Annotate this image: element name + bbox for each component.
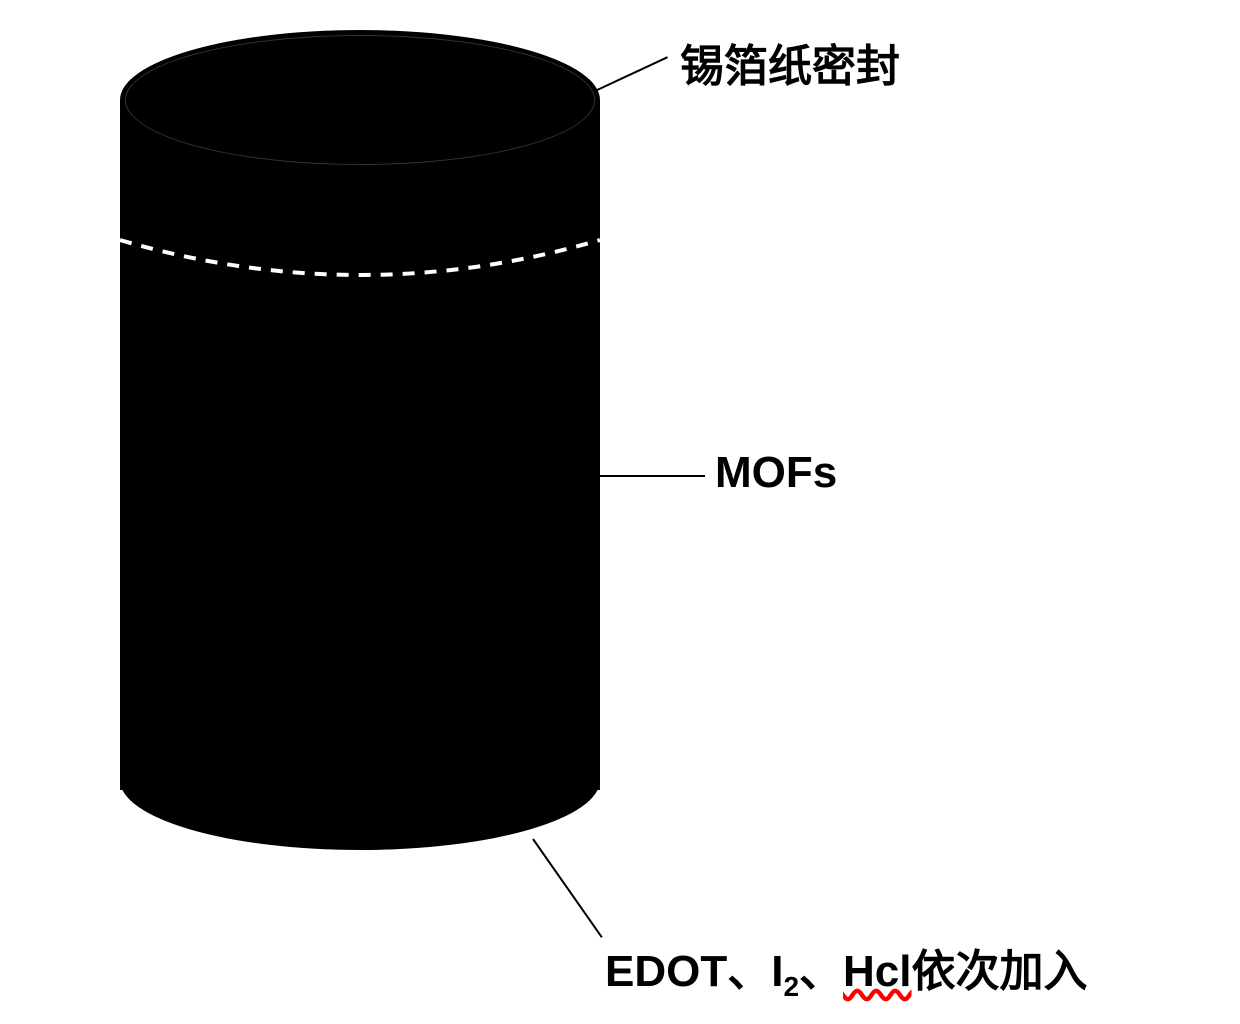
label-bottom-suffix: 依次加入: [912, 947, 1088, 996]
cylinder-top-ellipse: [120, 30, 600, 170]
label-top: 锡箔纸密封: [680, 30, 900, 94]
label-middle: MOFs: [715, 448, 837, 498]
cylinder-container: [120, 30, 600, 850]
label-line-bottom: [532, 838, 602, 937]
cylinder-body: [120, 100, 600, 790]
label-bottom: EDOT、I2、Hcl依次加入: [605, 935, 1088, 1003]
label-line-top: [595, 56, 668, 92]
label-bottom-hcl: Hcl: [843, 947, 911, 996]
cylinder-bottom-ellipse: [120, 710, 600, 850]
label-bottom-prefix: EDOT、I: [605, 947, 783, 996]
label-bottom-subscript: 2: [783, 971, 799, 1002]
label-line-middle: [600, 475, 705, 477]
cylinder-top-inner-ring: [125, 35, 595, 165]
label-bottom-middle: 、: [799, 947, 843, 996]
